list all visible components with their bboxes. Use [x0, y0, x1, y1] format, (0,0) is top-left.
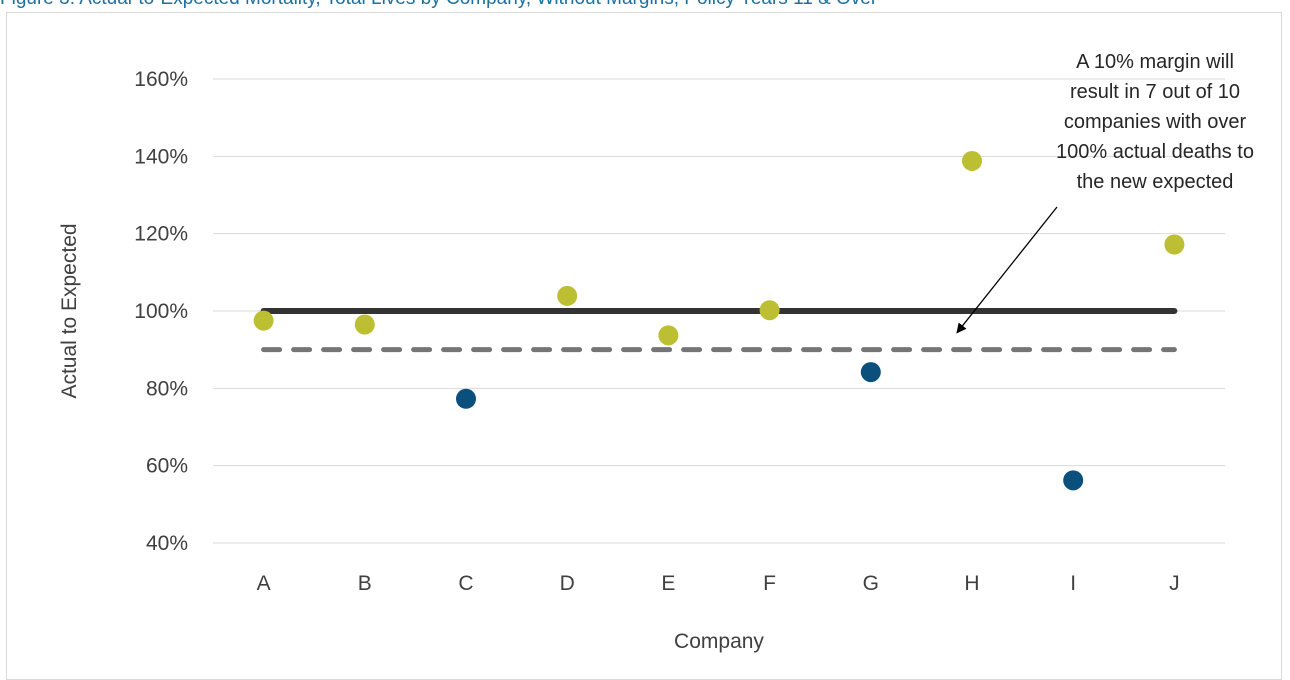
x-axis-title: Company: [674, 630, 764, 653]
y-tick-label: 140%: [134, 145, 188, 168]
x-tick-label: G: [863, 572, 879, 595]
x-tick-label: H: [964, 572, 979, 595]
data-point-H: [962, 150, 982, 171]
figure-title: Figure 3: Actual-to-Expected Mortality, …: [0, 0, 877, 9]
y-tick-label: 100%: [134, 300, 188, 323]
x-tick-label: B: [358, 572, 372, 595]
x-tick-label: E: [661, 572, 675, 595]
x-tick-label: I: [1070, 572, 1076, 595]
x-tick-label: D: [560, 572, 575, 595]
y-axis-ticks: 40% 60% 80% 100% 120% 140% 160%: [134, 68, 188, 555]
data-point-G: [860, 362, 881, 383]
annotation-line: companies with over: [1064, 111, 1247, 133]
annotation-line: result in 7 out of 10: [1070, 81, 1240, 103]
data-point-J: [1164, 234, 1185, 255]
annotation-line: the new expected: [1077, 171, 1234, 193]
y-tick-label: 40%: [146, 532, 188, 555]
x-tick-label: A: [257, 572, 271, 595]
y-tick-label: 80%: [146, 377, 188, 400]
y-axis-title: Actual to Expected: [58, 223, 81, 398]
x-tick-label: J: [1169, 572, 1180, 595]
x-tick-label: F: [763, 572, 776, 595]
annotation: A 10% margin will result in 7 out of 10 co…: [956, 51, 1254, 334]
x-tick-label: C: [458, 572, 473, 595]
data-point-I: [1063, 470, 1084, 491]
annotation-line: A 10% margin will: [1076, 51, 1234, 73]
reference-lines: [260, 308, 1178, 353]
data-point-C: [456, 388, 476, 409]
y-tick-label: 60%: [146, 455, 188, 478]
x-axis-ticks: A B C D E F G H I J: [257, 572, 1180, 595]
annotation-arrow: [956, 206, 1058, 334]
data-point-F: [759, 300, 780, 321]
y-tick-label: 160%: [134, 68, 188, 91]
data-point-A: [253, 310, 274, 331]
data-point-D: [557, 285, 578, 306]
y-tick-label: 120%: [134, 223, 188, 246]
data-point-B: [354, 314, 375, 335]
data-points: [253, 150, 1185, 491]
annotation-line: 100% actual deaths to: [1056, 141, 1254, 163]
data-point-E: [658, 325, 679, 346]
